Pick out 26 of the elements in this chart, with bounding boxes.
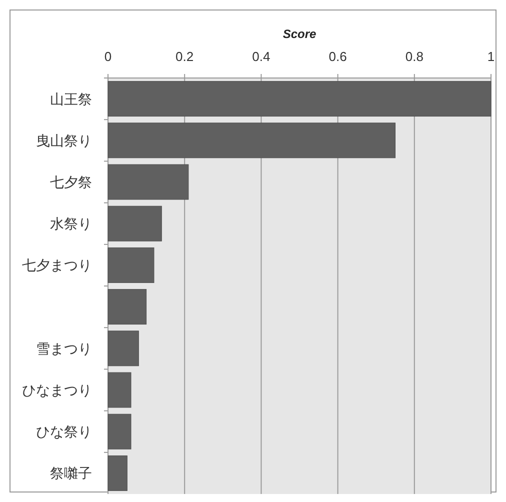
bar [108, 289, 147, 325]
x-tick-label: 1 [487, 49, 495, 64]
y-tick-label: ひな祭り [36, 424, 92, 440]
x-tick-label: 0.2 [176, 49, 194, 64]
bar [108, 81, 492, 117]
bar [108, 247, 154, 283]
x-axis-title: Score [282, 27, 316, 41]
bar [108, 372, 132, 408]
y-tick-label: 水祭り [50, 216, 92, 232]
bar [108, 330, 139, 366]
y-tick-label: 七夕まつり [22, 257, 92, 274]
bar [108, 206, 162, 242]
bar [108, 164, 189, 200]
y-tick-label: 雪まつり [36, 340, 92, 356]
y-tick-label: 山王祭 [50, 90, 92, 107]
x-tick-label: 0.4 [252, 49, 270, 64]
x-tick-label: 0.8 [405, 49, 424, 64]
y-tick-label: ひなまつり [22, 382, 92, 398]
bar [108, 414, 132, 450]
y-tick-label: 曳山祭り [36, 132, 92, 148]
x-tick-label: 0.6 [328, 49, 347, 64]
bar [108, 122, 396, 158]
x-tick-label: 0 [104, 49, 112, 64]
y-tick-label: 七夕祭 [50, 174, 92, 190]
bar [108, 455, 128, 491]
y-tick-label: 祭囃子 [50, 465, 92, 482]
